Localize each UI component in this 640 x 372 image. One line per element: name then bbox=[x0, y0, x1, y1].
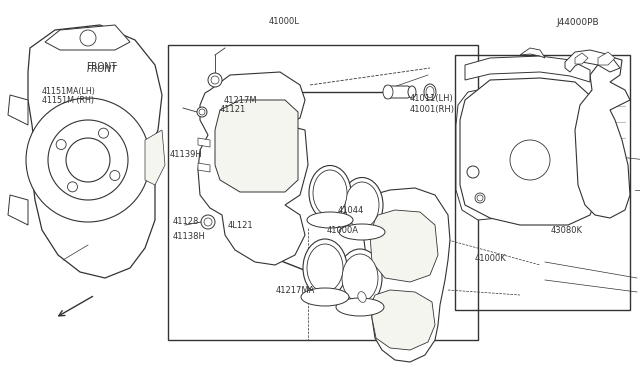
Polygon shape bbox=[362, 188, 450, 362]
Circle shape bbox=[197, 107, 207, 117]
Text: 41044: 41044 bbox=[338, 206, 364, 215]
Text: 41000K: 41000K bbox=[475, 254, 507, 263]
Ellipse shape bbox=[309, 166, 351, 221]
Circle shape bbox=[66, 138, 110, 182]
Polygon shape bbox=[598, 52, 615, 65]
Circle shape bbox=[510, 140, 550, 180]
Circle shape bbox=[201, 215, 215, 229]
Polygon shape bbox=[575, 58, 630, 218]
Circle shape bbox=[199, 109, 205, 115]
Circle shape bbox=[56, 140, 66, 150]
Circle shape bbox=[204, 218, 212, 226]
Polygon shape bbox=[465, 56, 590, 82]
Bar bbox=[455, 55, 630, 310]
Circle shape bbox=[110, 170, 120, 180]
Polygon shape bbox=[198, 163, 210, 172]
Ellipse shape bbox=[313, 170, 347, 216]
Polygon shape bbox=[325, 282, 365, 305]
Polygon shape bbox=[370, 210, 438, 282]
Ellipse shape bbox=[307, 212, 353, 228]
Circle shape bbox=[211, 76, 219, 84]
Circle shape bbox=[208, 73, 222, 87]
Circle shape bbox=[477, 195, 483, 201]
Text: 41011(LH): 41011(LH) bbox=[410, 94, 453, 103]
Text: 41001(RH): 41001(RH) bbox=[410, 105, 454, 114]
Polygon shape bbox=[45, 25, 130, 50]
Bar bbox=[168, 45, 478, 340]
Ellipse shape bbox=[358, 292, 366, 302]
Circle shape bbox=[48, 120, 128, 200]
Ellipse shape bbox=[340, 283, 350, 297]
Polygon shape bbox=[145, 130, 165, 185]
Text: 41128: 41128 bbox=[173, 217, 199, 226]
Polygon shape bbox=[8, 95, 28, 125]
Ellipse shape bbox=[339, 224, 385, 240]
Circle shape bbox=[99, 128, 109, 138]
Text: 41000L: 41000L bbox=[269, 17, 300, 26]
Text: 41121: 41121 bbox=[220, 105, 246, 114]
Ellipse shape bbox=[301, 288, 349, 306]
Text: FRONT: FRONT bbox=[86, 62, 117, 71]
Polygon shape bbox=[575, 53, 588, 64]
Text: 41151MA(LH): 41151MA(LH) bbox=[42, 87, 95, 96]
Text: 41138H: 41138H bbox=[173, 232, 205, 241]
Text: 41139H: 41139H bbox=[170, 150, 202, 159]
Ellipse shape bbox=[307, 244, 343, 292]
Ellipse shape bbox=[341, 177, 383, 232]
Ellipse shape bbox=[345, 182, 379, 228]
Polygon shape bbox=[198, 138, 210, 147]
Text: 43080K: 43080K bbox=[550, 226, 582, 235]
Ellipse shape bbox=[336, 298, 384, 316]
Text: 4L121: 4L121 bbox=[227, 221, 253, 230]
Circle shape bbox=[467, 166, 479, 178]
Circle shape bbox=[67, 182, 77, 192]
Ellipse shape bbox=[383, 85, 393, 99]
Polygon shape bbox=[385, 86, 412, 98]
Text: FRONT: FRONT bbox=[86, 65, 117, 74]
Polygon shape bbox=[198, 72, 308, 265]
Polygon shape bbox=[565, 50, 620, 72]
Ellipse shape bbox=[356, 289, 368, 305]
Text: 41217MA: 41217MA bbox=[275, 286, 315, 295]
Circle shape bbox=[80, 30, 96, 46]
Ellipse shape bbox=[426, 87, 434, 97]
Ellipse shape bbox=[303, 239, 347, 297]
Polygon shape bbox=[520, 48, 545, 58]
Text: 41217M: 41217M bbox=[224, 96, 258, 105]
Polygon shape bbox=[372, 290, 435, 350]
Text: 41151M (RH): 41151M (RH) bbox=[42, 96, 93, 105]
Polygon shape bbox=[28, 25, 162, 278]
Ellipse shape bbox=[342, 254, 378, 302]
Circle shape bbox=[475, 193, 485, 203]
Polygon shape bbox=[215, 100, 298, 192]
Ellipse shape bbox=[424, 84, 436, 100]
Polygon shape bbox=[8, 195, 28, 225]
Text: J44000PB: J44000PB bbox=[557, 18, 600, 27]
Polygon shape bbox=[456, 88, 508, 220]
Polygon shape bbox=[460, 78, 598, 225]
Text: 41000A: 41000A bbox=[326, 226, 358, 235]
Ellipse shape bbox=[408, 86, 416, 98]
Ellipse shape bbox=[338, 249, 382, 307]
Circle shape bbox=[26, 98, 150, 222]
